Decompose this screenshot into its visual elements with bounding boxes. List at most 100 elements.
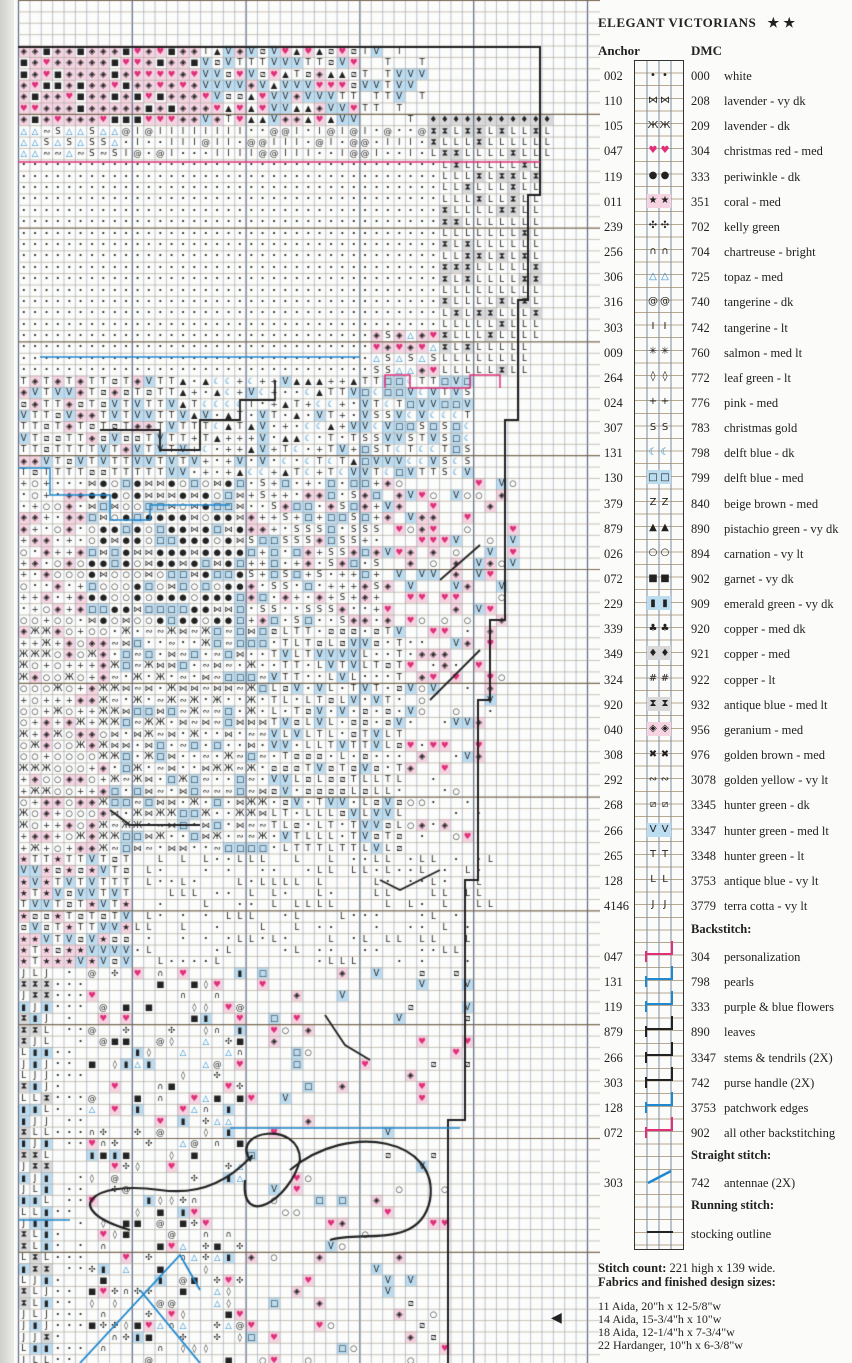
symbol-glyph: ○ <box>660 547 670 559</box>
symbol-glyph: S <box>661 421 669 433</box>
color-name: golden brown - med <box>724 748 826 763</box>
legend-row: 268 ⧄ ⧄ 3345 hunter green - dk <box>0 795 852 815</box>
stitch-symbol-icon: ♦ ♦ <box>647 646 671 661</box>
legend-row: 239 ✣ ✣ 702 kelly green <box>0 217 852 237</box>
color-name: coral - med <box>724 194 781 209</box>
dmc-header: DMC <box>691 43 723 58</box>
symbol-glyph: ✣ <box>648 220 658 232</box>
stitch-symbol-icon: @ @ <box>647 294 671 308</box>
anchor-number: 307 <box>604 421 623 436</box>
color-name: christmas red - med <box>724 144 823 159</box>
symbol-glyph: @ <box>660 295 670 307</box>
color-name: carnation - vy lt <box>724 546 804 561</box>
backstitch-line-icon <box>645 1066 673 1088</box>
running-stitch-name: stocking outline <box>691 1227 772 1241</box>
color-name: garnet - vy dk <box>724 572 794 586</box>
symbol-glyph: ♥ <box>648 144 658 156</box>
anchor-number: 009 <box>604 345 623 360</box>
anchor-number: 130 <box>604 471 623 486</box>
dmc-number: 798 <box>691 975 710 990</box>
stitch-symbol-icon: △ △ <box>647 269 671 283</box>
anchor-number: 128 <box>604 1100 623 1115</box>
stitch-symbol-icon: ○ ○ <box>647 546 671 560</box>
anchor-number: 308 <box>604 748 623 763</box>
symbol-glyph: ∾ <box>648 773 658 785</box>
dmc-number: 3753 <box>691 1100 716 1115</box>
color-name: hunter green - med lt <box>724 823 829 838</box>
legend-row: 920 ⧗ ⧗ 932 antique blue - med lt <box>0 695 852 715</box>
anchor-number: 128 <box>604 873 623 888</box>
dmc-number: 799 <box>691 471 710 486</box>
symbol-glyph: ♥ <box>660 144 670 156</box>
symbol-glyph: ♦ <box>648 647 658 659</box>
symbol-glyph: ▲ <box>649 522 657 534</box>
anchor-number: 011 <box>604 194 623 209</box>
color-name: geranium - med <box>724 722 804 737</box>
anchor-number: 920 <box>604 697 623 712</box>
anchor-number: 026 <box>604 546 623 561</box>
symbol-glyph: ◊ <box>662 371 668 383</box>
symbol-glyph: ● <box>648 170 658 182</box>
symbol-glyph: + <box>660 396 670 408</box>
straight-stitch-row: 303 742 antennae (2X) <box>0 1169 852 1193</box>
symbol-glyph: ⧄ <box>649 798 657 810</box>
cross-stitch-chart-grid <box>0 0 600 1363</box>
anchor-number: 266 <box>604 823 623 838</box>
dmc-number: 760 <box>691 345 710 360</box>
anchor-number: 303 <box>604 320 623 335</box>
symbol-glyph: ★ <box>660 195 670 207</box>
color-name: white <box>724 69 752 83</box>
fabrics-heading: Fabrics and finished design sizes: <box>598 1275 776 1289</box>
symbol-glyph: L <box>662 874 668 886</box>
symbol-glyph: ∩ <box>649 245 657 257</box>
stitch-symbol-icon: □ □ <box>647 470 671 485</box>
stitch-symbol-icon: ♥ ♥ <box>647 143 671 157</box>
color-name: lavender - vy dk <box>724 94 806 109</box>
legend-row: 024 + + 776 pink - med <box>0 393 852 413</box>
stitch-symbol-icon: ◈ ◈ <box>647 721 671 736</box>
dmc-number: 902 <box>691 1126 710 1141</box>
dmc-number: 783 <box>691 421 710 436</box>
symbol-glyph: J <box>651 899 655 911</box>
symbol-glyph: ⧗ <box>649 698 657 710</box>
center-arrow-icon: ◀ <box>551 1310 562 1326</box>
stitch-symbol-icon: ▮ ▮ <box>647 596 671 611</box>
stitch-symbol-icon: ✳ ✳ <box>647 345 671 359</box>
straight-stitch-heading: Straight stitch: <box>691 1148 772 1162</box>
fabric-size: 11 Aida, 20"h x 12-5/8"w <box>598 1299 722 1313</box>
backstitch-line-icon <box>645 1117 673 1139</box>
anchor-number: 879 <box>604 1025 623 1040</box>
legend-row: 292 ∾ ∾ 3078 golden yellow - vy lt <box>0 770 852 790</box>
backstitch-line-icon <box>645 966 673 988</box>
dmc-number: 3347 <box>691 1050 716 1065</box>
symbol-glyph: T <box>661 849 669 861</box>
symbol-glyph: ■ <box>648 572 658 584</box>
symbol-glyph: ▲ <box>661 522 669 534</box>
stitch-symbol-icon: ✖ ✖ <box>647 747 671 761</box>
backstitch-row: 119 333 purple & blue flowers <box>0 991 852 1017</box>
dmc-number: 3347 <box>691 823 716 838</box>
legend-row: 324 # # 922 copper - lt <box>0 670 852 690</box>
anchor-number: 131 <box>604 446 623 461</box>
dmc-number: 902 <box>691 572 710 586</box>
dmc-number: 3753 <box>691 873 716 888</box>
symbol-glyph: Z <box>661 497 669 509</box>
symbol-glyph: I <box>651 321 655 332</box>
dmc-number: 742 <box>691 320 710 335</box>
symbol-glyph: ☾ <box>660 446 670 458</box>
legend-row: 131 ☾ ☾ 798 delft blue - dk <box>0 443 852 463</box>
stitch-count: Stitch count: 221 high x 139 wide. <box>598 1261 775 1276</box>
dmc-number: 742 <box>691 1176 710 1190</box>
anchor-number: 292 <box>604 773 623 788</box>
dmc-number: 976 <box>691 748 710 763</box>
stitch-symbol-icon: ✣ ✣ <box>647 219 671 233</box>
color-name: christmas gold <box>724 421 798 436</box>
symbol-glyph: ✖ <box>660 748 670 760</box>
symbol-glyph: Z <box>649 497 657 509</box>
anchor-number: 105 <box>604 119 623 134</box>
anchor-number: 264 <box>604 370 623 385</box>
dmc-number: 000 <box>691 69 710 83</box>
backstitch-row: 879 890 leaves <box>0 1016 852 1042</box>
